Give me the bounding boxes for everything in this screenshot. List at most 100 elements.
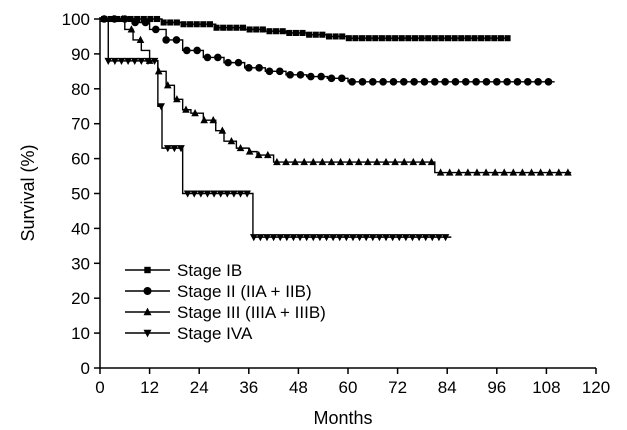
data-point — [509, 168, 518, 176]
data-point — [362, 234, 370, 242]
data-point — [411, 35, 418, 42]
data-point — [206, 21, 213, 28]
y-tick-label: 50 — [71, 185, 90, 204]
data-point — [269, 234, 278, 242]
x-tick-label: 108 — [532, 378, 560, 397]
data-point — [117, 57, 126, 66]
data-point — [233, 24, 240, 31]
data-point — [500, 168, 509, 176]
data-point — [172, 36, 181, 44]
x-tick-label: 60 — [339, 378, 358, 397]
data-point — [226, 24, 233, 31]
data-point — [405, 35, 412, 42]
data-point — [273, 157, 281, 166]
data-point — [445, 168, 454, 176]
data-point — [392, 35, 399, 42]
data-point — [338, 74, 346, 83]
data-point — [318, 157, 327, 166]
data-point — [504, 35, 511, 42]
data-point — [137, 57, 146, 66]
x-axis-title: Months — [313, 408, 372, 428]
data-point — [472, 78, 480, 86]
data-point — [418, 157, 427, 166]
data-point — [309, 157, 318, 166]
data-point — [191, 109, 199, 117]
legend-label: Stage II (IIA + IIB) — [177, 282, 312, 301]
data-point — [224, 58, 232, 67]
data-point — [398, 35, 405, 42]
data-point — [234, 58, 243, 67]
data-point — [167, 19, 174, 26]
legend: Stage IB Stage II (IIA + IIB) Stage III (I… — [125, 261, 326, 343]
data-point — [378, 35, 385, 42]
data-point — [415, 234, 423, 242]
data-point — [299, 29, 306, 36]
data-point — [425, 35, 432, 42]
data-point — [555, 168, 563, 176]
data-point — [173, 19, 180, 26]
data-point — [482, 168, 490, 176]
data-point — [564, 168, 572, 176]
data-point — [150, 57, 159, 66]
data-point — [316, 234, 324, 242]
data-point — [143, 307, 152, 316]
data-point — [385, 35, 392, 42]
data-point — [152, 25, 160, 34]
data-point — [177, 145, 185, 153]
data-point — [253, 26, 260, 33]
data-point — [227, 136, 236, 145]
data-point — [473, 168, 481, 176]
data-point — [471, 35, 478, 42]
series-line — [100, 18, 572, 174]
series-layer — [100, 14, 572, 242]
data-point — [256, 234, 265, 242]
data-point — [462, 78, 470, 86]
data-point — [140, 15, 147, 23]
data-point — [332, 33, 339, 40]
x-tick-label: 12 — [140, 378, 159, 397]
x-tick-label: 96 — [487, 378, 506, 397]
data-point — [421, 234, 430, 242]
data-point — [342, 234, 351, 242]
data-point — [491, 168, 499, 176]
data-point — [355, 234, 364, 242]
legend-item-3: Stage III (IIIA + IIIB) — [125, 303, 326, 322]
data-point — [345, 157, 354, 166]
data-point — [160, 19, 167, 26]
data-point — [312, 31, 319, 38]
data-point — [286, 71, 294, 79]
data-point — [173, 95, 181, 103]
data-point — [213, 24, 220, 31]
data-point — [203, 53, 212, 62]
y-tick-label: 30 — [71, 254, 90, 273]
data-point — [420, 78, 429, 86]
y-tick-label: 100 — [62, 10, 90, 29]
data-point — [524, 78, 532, 86]
data-point — [223, 190, 232, 198]
data-point — [373, 157, 381, 166]
data-point — [264, 150, 272, 159]
series-4 — [100, 18, 452, 242]
data-point — [276, 67, 284, 76]
data-point — [503, 78, 511, 86]
legend-item-2: Stage II (IIA + IIB) — [125, 282, 312, 301]
data-point — [220, 24, 227, 31]
data-point — [497, 35, 504, 42]
x-tick-label: 48 — [289, 378, 308, 397]
data-point — [391, 157, 399, 166]
data-point — [190, 190, 199, 198]
data-point — [193, 21, 200, 28]
data-point — [127, 25, 136, 33]
data-point — [263, 234, 271, 242]
data-point — [163, 145, 172, 153]
legend-item-4: Stage IVA — [125, 324, 253, 343]
data-point — [484, 35, 491, 42]
data-point — [307, 72, 315, 81]
data-point — [369, 234, 377, 242]
data-point — [478, 35, 485, 42]
data-point — [451, 78, 460, 86]
data-point — [143, 329, 152, 338]
x-tick-label: 72 — [388, 378, 407, 397]
data-point — [300, 157, 308, 166]
data-point — [518, 168, 527, 176]
